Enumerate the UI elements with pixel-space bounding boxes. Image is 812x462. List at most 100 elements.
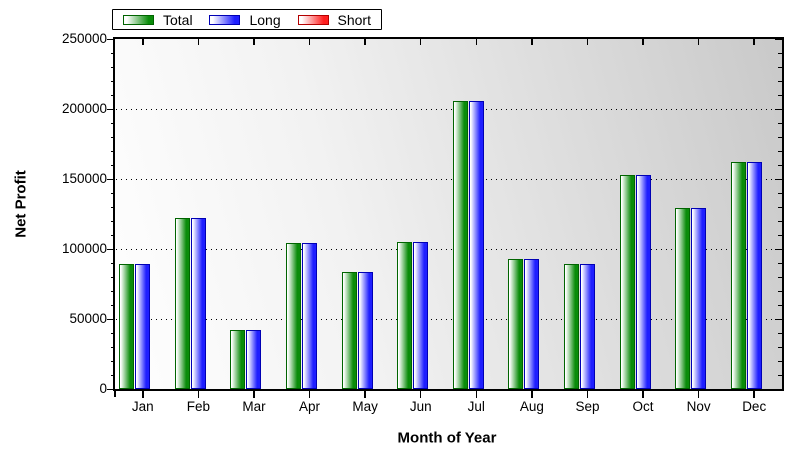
y-tick-mark-right xyxy=(778,150,782,152)
x-tick-mark xyxy=(419,389,422,398)
y-tick-label: 0 xyxy=(99,381,107,396)
legend-swatch-icon xyxy=(123,14,154,25)
y-tick-mark xyxy=(111,150,115,152)
x-tick-mark xyxy=(586,389,589,398)
bar-total-mar xyxy=(230,330,246,389)
bar-long-apr xyxy=(302,242,318,389)
x-tick-mark xyxy=(642,389,644,398)
y-tick-mark-right xyxy=(778,220,782,222)
x-tick-label: Sep xyxy=(575,399,600,414)
y-tick-mark xyxy=(111,164,115,166)
y-tick-mark xyxy=(111,220,115,222)
x-tick-mark xyxy=(697,389,700,398)
y-tick-mark xyxy=(111,66,115,68)
y-tick-label: 200000 xyxy=(61,101,107,116)
x-tick-mark-top xyxy=(753,39,755,45)
x-tick-mark-top xyxy=(642,39,644,45)
y-tick-mark-right xyxy=(775,108,782,110)
x-tick-mark-top xyxy=(253,39,255,45)
gridline xyxy=(116,249,781,250)
gridline xyxy=(116,179,781,180)
x-tick-label: Apr xyxy=(299,399,321,414)
x-tick-label: Jan xyxy=(131,399,154,414)
y-tick-mark-right xyxy=(775,318,782,320)
y-tick-mark-right xyxy=(778,360,782,362)
y-tick-mark xyxy=(111,122,115,124)
y-tick-mark xyxy=(107,108,115,110)
y-tick-mark xyxy=(111,136,115,138)
y-tick-mark-right xyxy=(778,94,782,96)
y-tick-mark xyxy=(107,388,115,390)
x-tick-mark xyxy=(364,389,366,398)
bar-long-jun xyxy=(413,242,429,389)
y-tick-mark xyxy=(107,38,115,40)
legend-swatch-icon xyxy=(209,14,241,25)
y-tick-mark-right xyxy=(775,248,782,250)
y-tick-mark-right xyxy=(778,290,782,292)
y-tick-label: 150000 xyxy=(61,171,107,186)
y-tick-mark xyxy=(111,374,115,376)
y-tick-mark xyxy=(111,304,115,306)
x-tick-mark-top xyxy=(197,39,200,45)
y-tick-mark xyxy=(107,248,115,250)
legend-swatch-icon xyxy=(297,14,329,25)
bar-long-sep xyxy=(579,263,595,389)
bar-total-jan xyxy=(119,263,135,389)
y-tick-mark xyxy=(111,80,115,82)
y-tick-mark xyxy=(111,332,115,334)
x-tick-label: Oct xyxy=(632,399,654,414)
bar-long-aug xyxy=(524,258,540,389)
bar-total-apr xyxy=(286,242,302,389)
bar-long-oct xyxy=(635,174,651,389)
y-tick-mark-right xyxy=(778,276,782,278)
bar-total-sep xyxy=(563,263,579,389)
y-tick-label: 100000 xyxy=(61,241,107,256)
y-tick-mark-right xyxy=(778,122,782,124)
legend-label: Short xyxy=(337,11,371,28)
x-tick-mark xyxy=(114,389,116,397)
y-tick-mark xyxy=(111,290,115,292)
y-tick-mark-right xyxy=(775,388,782,390)
x-tick-mark xyxy=(475,389,478,398)
y-tick-mark-right xyxy=(778,234,782,236)
y-tick-mark xyxy=(107,318,115,320)
bar-total-nov xyxy=(675,208,691,389)
y-tick-mark-right xyxy=(778,346,782,348)
y-tick-mark-right xyxy=(778,66,782,68)
x-tick-mark xyxy=(142,389,144,398)
x-tick-mark-top xyxy=(419,39,422,45)
y-tick-mark xyxy=(111,262,115,264)
x-tick-label: Jun xyxy=(409,399,432,414)
y-tick-label: 50000 xyxy=(69,311,107,326)
x-tick-label: Jul xyxy=(467,399,485,414)
y-tick-mark xyxy=(111,206,115,208)
x-tick-mark-top xyxy=(586,39,589,45)
bar-total-aug xyxy=(508,258,524,389)
y-tick-mark xyxy=(111,276,115,278)
x-tick-mark-top xyxy=(308,39,311,45)
y-tick-mark xyxy=(111,360,115,362)
x-tick-label: Aug xyxy=(519,399,544,414)
y-tick-mark-right xyxy=(778,80,782,82)
y-tick-mark-right xyxy=(778,52,782,54)
legend: Total Long Short xyxy=(112,9,382,30)
y-tick-mark-right xyxy=(775,178,782,180)
legend-entry-long: Long xyxy=(209,13,281,27)
x-tick-label: May xyxy=(352,399,378,414)
bar-long-feb xyxy=(190,218,206,389)
x-tick-mark xyxy=(531,389,533,398)
legend-entry-total: Total xyxy=(123,13,193,27)
y-tick-mark-right xyxy=(778,304,782,306)
y-tick-mark xyxy=(111,234,115,236)
bar-total-dec xyxy=(730,162,746,389)
x-axis-title: Month of Year xyxy=(397,429,497,447)
x-tick-label: Dec xyxy=(742,399,767,414)
legend-entry-short: Short xyxy=(297,11,371,28)
x-tick-mark-top xyxy=(531,39,533,45)
y-tick-mark xyxy=(107,178,115,180)
x-tick-mark-top xyxy=(697,39,700,45)
x-tick-mark-top xyxy=(364,39,366,45)
y-tick-mark-right xyxy=(778,192,782,194)
bar-long-mar xyxy=(246,330,262,389)
